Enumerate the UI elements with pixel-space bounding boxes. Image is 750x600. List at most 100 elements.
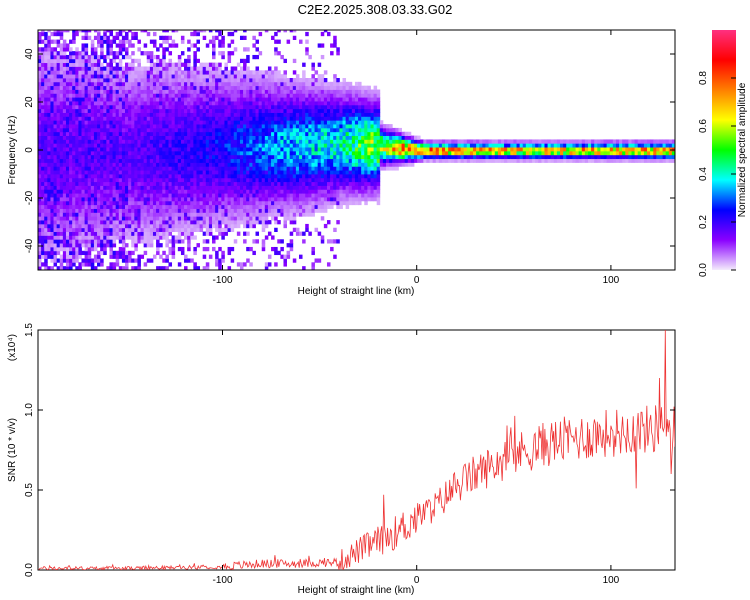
spectrogram-cell	[44, 154, 48, 160]
spectrogram-cell	[342, 185, 347, 190]
spectrogram-cell	[38, 197, 42, 202]
spectrogram-cell	[239, 70, 244, 75]
spectrogram-cell	[323, 204, 328, 209]
spectrogram-cell	[184, 58, 188, 64]
spectrogram-cell	[53, 150, 58, 156]
spectrogram-cell	[50, 166, 54, 171]
spectrogram-cell	[53, 135, 58, 140]
spectrogram-cell	[326, 116, 331, 121]
spectrogram-cell	[50, 174, 54, 179]
spectrogram-cell	[199, 154, 204, 160]
spectrogram-cell	[215, 78, 219, 83]
spectrogram-cell	[224, 108, 228, 113]
spectrogram-cell	[159, 58, 163, 64]
spectrogram-cell	[280, 97, 284, 102]
spectrogram-cell	[146, 131, 151, 136]
spectrogram-cell	[295, 78, 300, 83]
spectrogram-cell	[243, 262, 247, 267]
spectrogram-cell	[162, 220, 166, 225]
spectrogram-cell	[174, 108, 179, 113]
spectrogram-cell	[333, 147, 337, 152]
spectrogram-cell	[333, 227, 337, 232]
spectrogram-cell	[140, 154, 145, 160]
spectrogram-cell	[236, 166, 241, 171]
spectrogram-cell	[184, 212, 188, 217]
spectrogram-cell	[205, 204, 210, 209]
spectrogram-cell	[264, 124, 269, 129]
spectrogram-cell	[97, 131, 101, 136]
spectrogram-cell	[146, 85, 151, 90]
spectrogram-cell	[212, 143, 216, 148]
spectrogram-cell	[295, 200, 300, 206]
spectrogram-cell	[336, 47, 340, 52]
spectrogram-cell	[224, 131, 228, 136]
spectrogram-cell	[292, 135, 297, 140]
spectrogram-cell	[156, 54, 160, 60]
spectrogram-cell	[97, 200, 101, 206]
spectrogram-cell	[308, 108, 312, 113]
spectrogram-cell	[162, 139, 166, 144]
spectrogram-cell	[53, 81, 58, 87]
spectrogram-cell	[109, 66, 113, 71]
spectrogram-cell	[286, 81, 291, 87]
spectrogram-cell	[264, 181, 269, 186]
spectrogram-cell	[174, 158, 179, 163]
spectrogram-cell	[243, 223, 247, 229]
spectrogram-cell	[184, 135, 188, 140]
spectrogram-cell	[218, 101, 222, 106]
spectrogram-cell	[159, 131, 163, 136]
spectrogram-cell	[53, 39, 58, 44]
spectrogram-cell	[227, 177, 232, 183]
spectrogram-cell	[308, 185, 312, 190]
spectrogram-cell	[106, 208, 110, 213]
spectrogram-cell	[224, 216, 228, 221]
spectrogram-cell	[342, 166, 347, 171]
spectrogram-cell	[339, 170, 343, 175]
spectrogram-cell	[215, 30, 219, 33]
spectrogram-cell	[180, 89, 185, 94]
spectrogram-cell	[162, 97, 166, 102]
spectrogram-cell	[271, 174, 275, 179]
spectrogram-cell	[69, 212, 73, 217]
spectrogram-cell	[208, 124, 213, 129]
spectrogram-cell	[264, 174, 269, 179]
spectrogram-cell	[44, 78, 48, 83]
spectrogram-cell	[38, 212, 42, 217]
spectrogram-cell	[109, 58, 113, 64]
spectrogram-cell	[171, 39, 176, 44]
spectrogram-cell	[258, 135, 263, 140]
spectrogram-cell	[62, 254, 67, 259]
spectrogram-cell	[184, 108, 188, 113]
spectrogram-cell	[159, 112, 163, 117]
spectrogram-cell	[156, 135, 160, 140]
spectrogram-cell	[149, 212, 154, 217]
spectrogram-cell	[165, 154, 169, 160]
spectrogram-cell	[78, 162, 82, 167]
spectrogram-cell	[100, 193, 104, 198]
spectrogram-cell	[121, 185, 126, 190]
spectrogram-cell	[78, 239, 82, 244]
spectrogram-cell	[128, 185, 132, 190]
spectrogram-cell	[243, 150, 247, 156]
spectrogram-cell	[326, 124, 331, 129]
spectrogram-cell	[243, 74, 247, 79]
spectrogram-cell	[224, 101, 228, 106]
spectrogram-cell	[258, 154, 263, 160]
spectrogram-cell	[308, 85, 312, 90]
spectrogram-cell	[233, 185, 238, 190]
spectrogram-cell	[103, 54, 107, 60]
spectrogram-cell	[131, 231, 135, 236]
spectrogram-cell	[292, 78, 297, 83]
spectrogram-cell	[323, 158, 328, 163]
spectrogram-cell	[50, 185, 54, 190]
spectrogram-cell	[215, 66, 219, 71]
spectrogram-cell	[118, 170, 123, 175]
spectrogram-cell	[87, 150, 92, 156]
spectrogram-cell	[152, 66, 157, 71]
spectrogram-cell	[168, 139, 173, 144]
spectrogram-cell	[162, 189, 166, 194]
spectrogram-cell	[277, 143, 281, 148]
spectrogram-cell	[115, 66, 120, 71]
spectrogram-cell	[69, 246, 73, 252]
spectrogram-cell	[140, 208, 145, 213]
